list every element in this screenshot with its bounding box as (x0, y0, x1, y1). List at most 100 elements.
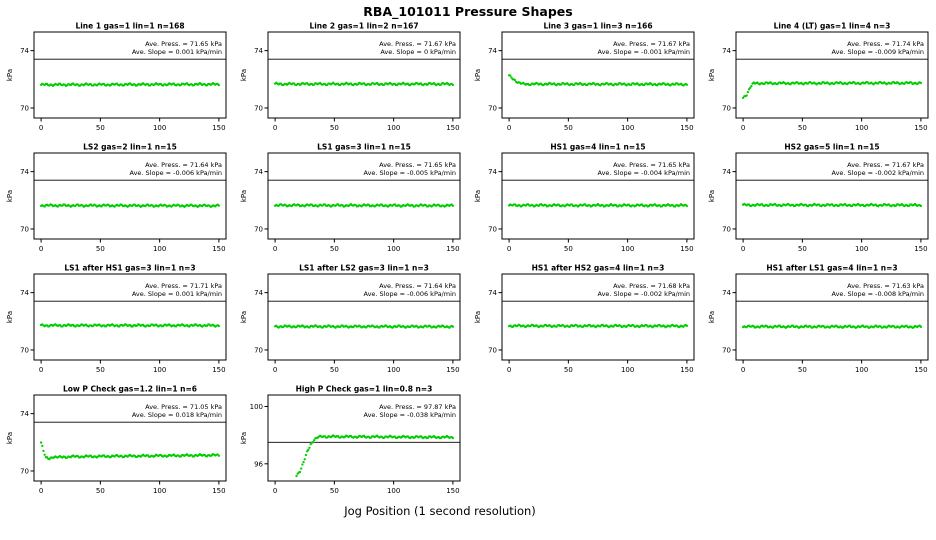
subplot-cell-10: HS1 after HS2 gas=4 lin=1 n=3 70 74 0 50 100 1… (468, 262, 702, 383)
data-series (507, 323, 689, 329)
x-tick-label: 0 (39, 245, 43, 253)
data-series (295, 434, 455, 478)
plot-area-2: Line 3 gas=1 lin=3 n=166 70 74 0 50 100 150 kPa… (474, 22, 695, 132)
x-tick-label: 100 (387, 487, 400, 495)
y-tick-label: 74 (20, 410, 29, 418)
plot-area-10: HS1 after HS2 gas=4 lin=1 n=3 70 74 0 50 100 1… (474, 264, 695, 374)
subplot-cell-13: High P Check gas=1 lin=0.8 n=3 96 100 0 50 10… (234, 383, 468, 504)
plot-area-12: Low P Check gas=1.2 lin=1 n=6 70 74 0 50 100 1… (6, 385, 227, 495)
y-tick-label: 70 (254, 225, 263, 233)
ave-slope-annotation: Ave. Slope = -0.005 kPa/min (364, 169, 457, 177)
data-series (741, 324, 923, 330)
x-tick-label: 0 (39, 366, 43, 374)
subplot-title: HS1 after HS2 gas=4 lin=1 n=3 (532, 264, 665, 273)
y-tick-label: 70 (20, 346, 29, 354)
subplot-title: LS1 gas=3 lin=1 n=15 (317, 143, 411, 152)
y-tick-label: 70 (722, 104, 731, 112)
plot-area-8: LS1 after HS1 gas=3 lin=1 n=3 70 74 0 50 100 1… (6, 264, 227, 374)
ave-slope-annotation: Ave. Slope = 0.001 kPa/min (132, 290, 222, 298)
y-axis-label: kPa (240, 432, 248, 444)
x-tick-label: 0 (39, 124, 43, 132)
x-tick-label: 50 (330, 366, 339, 374)
x-tick-label: 100 (855, 124, 868, 132)
subplot-title: HS1 after LS1 gas=4 lin=1 n=3 (766, 264, 897, 273)
x-tick-label: 100 (855, 245, 868, 253)
y-axis-label: kPa (6, 311, 14, 323)
y-axis-label: kPa (240, 311, 248, 323)
x-tick-label: 100 (387, 245, 400, 253)
y-axis-label: kPa (708, 69, 716, 81)
x-tick-label: 50 (564, 124, 573, 132)
y-tick-label: 70 (488, 346, 497, 354)
data-series (39, 203, 221, 209)
plot-area-3: Line 4 (LT) gas=1 lin=4 n=3 70 74 0 50 100 150… (708, 22, 929, 132)
subplot-title: Line 3 gas=1 lin=3 n=166 (543, 22, 652, 31)
y-tick-label: 100 (250, 403, 263, 411)
x-tick-label: 150 (446, 245, 459, 253)
y-tick-label: 70 (722, 225, 731, 233)
subplot-cell-0: Line 1 gas=1 lin=1 n=168 70 74 0 50 100 150 kPa… (0, 20, 234, 141)
x-tick-label: 50 (96, 487, 105, 495)
data-series (741, 202, 923, 208)
x-tick-label: 100 (621, 124, 634, 132)
y-tick-label: 74 (722, 289, 731, 297)
data-series (39, 81, 221, 87)
x-tick-label: 150 (212, 124, 225, 132)
x-tick-label: 150 (212, 487, 225, 495)
x-tick-label: 150 (680, 366, 693, 374)
x-tick-label: 100 (855, 366, 868, 374)
ave-slope-annotation: Ave. Slope = -0.002 kPa/min (832, 169, 925, 177)
x-tick-label: 150 (446, 366, 459, 374)
subplot-title: LS2 gas=2 lin=1 n=15 (83, 143, 177, 152)
subplot-title: LS1 after LS2 gas=3 lin=1 n=3 (299, 264, 429, 273)
subplot-cell-4: LS2 gas=2 lin=1 n=15 70 74 0 50 100 150 kPa Ave.… (0, 141, 234, 262)
ave-press-annotation: Ave. Press. = 71.74 kPa (847, 40, 924, 48)
subplot-title: HS1 gas=4 lin=1 n=15 (550, 143, 645, 152)
subplot-cell-12: Low P Check gas=1.2 lin=1 n=6 70 74 0 50 100 1… (0, 383, 234, 504)
x-tick-label: 0 (507, 245, 511, 253)
data-series (39, 323, 221, 328)
y-tick-label: 74 (488, 289, 497, 297)
x-tick-label: 150 (446, 124, 459, 132)
subplot-title: High P Check gas=1 lin=0.8 n=3 (296, 385, 433, 394)
data-series (741, 80, 923, 100)
ave-press-annotation: Ave. Press. = 71.64 kPa (379, 282, 456, 290)
x-tick-label: 0 (507, 366, 511, 374)
figure-title: RBA_101011 Pressure Shapes (363, 4, 573, 19)
x-tick-label: 50 (798, 124, 807, 132)
y-tick-label: 70 (488, 225, 497, 233)
plot-grid: Line 1 gas=1 lin=1 n=168 70 74 0 50 100 150 kPa… (0, 20, 936, 504)
plot-area-13: High P Check gas=1 lin=0.8 n=3 96 100 0 50 10… (240, 385, 461, 495)
ave-press-annotation: Ave. Press. = 71.67 kPa (847, 161, 924, 169)
data-series (507, 74, 689, 87)
subplot-title: LS1 after HS1 gas=3 lin=1 n=3 (64, 264, 195, 273)
subplot-cell-11: HS1 after LS1 gas=4 lin=1 n=3 70 74 0 50 100 1… (702, 262, 936, 383)
y-tick-label: 74 (254, 47, 263, 55)
subplot-cell-2: Line 3 gas=1 lin=3 n=166 70 74 0 50 100 150 kPa… (468, 20, 702, 141)
y-axis-label: kPa (474, 69, 482, 81)
ave-slope-annotation: Ave. Slope = -0.001 kPa/min (598, 48, 691, 56)
ave-slope-annotation: Ave. Slope = -0.008 kPa/min (832, 290, 925, 298)
subplot-cell-3: Line 4 (LT) gas=1 lin=4 n=3 70 74 0 50 100 150… (702, 20, 936, 141)
x-tick-label: 0 (741, 366, 745, 374)
y-tick-label: 74 (722, 168, 731, 176)
y-tick-label: 70 (722, 346, 731, 354)
x-tick-label: 0 (741, 245, 745, 253)
x-tick-label: 150 (914, 245, 927, 253)
subplot-title: Low P Check gas=1.2 lin=1 n=6 (63, 385, 197, 394)
ave-slope-annotation: Ave. Slope = 0.018 kPa/min (132, 411, 222, 419)
x-tick-label: 150 (680, 124, 693, 132)
plot-area-7: HS2 gas=5 lin=1 n=15 70 74 0 50 100 150 kPa Ave.… (708, 143, 929, 253)
plot-area-9: LS1 after LS2 gas=3 lin=1 n=3 70 74 0 50 100 1… (240, 264, 461, 374)
x-tick-label: 50 (798, 366, 807, 374)
x-tick-label: 0 (273, 487, 277, 495)
y-tick-label: 70 (20, 104, 29, 112)
plot-area-11: HS1 after LS1 gas=4 lin=1 n=3 70 74 0 50 100 1… (708, 264, 929, 374)
x-tick-label: 0 (507, 124, 511, 132)
x-tick-label: 100 (153, 245, 166, 253)
plot-area-4: LS2 gas=2 lin=1 n=15 70 74 0 50 100 150 kPa Ave.… (6, 143, 227, 253)
ave-slope-annotation: Ave. Slope = -0.009 kPa/min (832, 48, 925, 56)
y-tick-label: 74 (20, 289, 29, 297)
ave-press-annotation: Ave. Press. = 71.05 kPa (145, 403, 222, 411)
x-tick-label: 0 (273, 366, 277, 374)
